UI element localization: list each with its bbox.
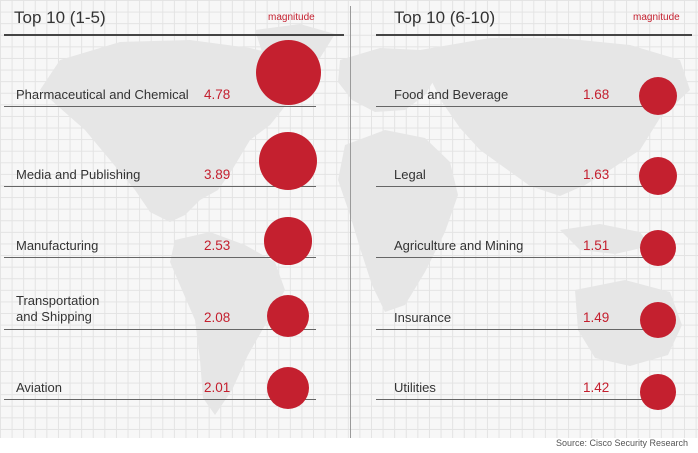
- indonesia-shape: [560, 224, 650, 254]
- africa-shape: [338, 130, 458, 312]
- category-label: Transportation and Shipping: [16, 293, 100, 324]
- row-rule: [4, 399, 316, 400]
- bubble-mark: [266, 366, 310, 410]
- category-label: Food and Beverage: [394, 87, 509, 102]
- value-label: 2.01: [204, 380, 231, 395]
- category-label: Insurance: [394, 310, 452, 325]
- asia-shape: [420, 38, 690, 196]
- row-rule: [376, 329, 672, 330]
- top-rule-left: [4, 34, 344, 36]
- bubble-mark: [640, 374, 676, 410]
- value-label: 4.78: [204, 87, 231, 102]
- source-note: Source: Cisco Security Research: [555, 438, 688, 448]
- value-label: 1.68: [583, 87, 610, 102]
- magnitude-label-left: magnitude: [268, 12, 315, 23]
- bubble-mark: [639, 229, 677, 267]
- australia-shape: [575, 280, 682, 366]
- bubble-mark: [266, 294, 310, 338]
- row-rule: [376, 186, 672, 187]
- category-label: Pharmaceutical and Chemical: [16, 87, 189, 102]
- category-label: Aviation: [16, 380, 63, 395]
- value-label: 2.53: [204, 238, 231, 253]
- bubble-mark: [639, 157, 677, 195]
- row-rule: [4, 257, 316, 258]
- row-rule: [376, 399, 672, 400]
- category-label: Legal: [394, 167, 426, 182]
- bubble-mark: [639, 301, 677, 339]
- value-label: 1.51: [583, 238, 610, 253]
- south-america-shape: [170, 232, 285, 415]
- category-label: Agriculture and Mining: [394, 238, 524, 253]
- value-label: 1.63: [583, 167, 610, 182]
- bubble-mark: [638, 76, 678, 116]
- value-label: 1.42: [583, 380, 610, 395]
- value-label: 3.89: [204, 167, 231, 182]
- top-rule-right: [376, 34, 692, 36]
- bubble-mark: [258, 131, 318, 191]
- row-rule: [376, 106, 672, 107]
- value-label: 1.49: [583, 310, 610, 325]
- world-map-background: [40, 24, 690, 415]
- row-rule: [376, 257, 672, 258]
- europe-shape: [338, 48, 440, 112]
- category-label: Media and Publishing: [16, 167, 141, 182]
- panel-title-left: Top 10 (1-5): [14, 8, 106, 27]
- panel-divider: [350, 6, 351, 438]
- row-rule: [4, 106, 316, 107]
- north-america-shape: [40, 40, 315, 222]
- row-rule: [4, 186, 316, 187]
- value-label: 2.08: [204, 310, 231, 325]
- category-label: Manufacturing: [16, 238, 99, 253]
- row-rule: [4, 329, 316, 330]
- magnitude-label-right: magnitude: [633, 12, 680, 23]
- bubble-mark: [255, 39, 321, 105]
- panel-title-right: Top 10 (6-10): [394, 8, 496, 27]
- category-label: Utilities: [394, 380, 436, 395]
- bubble-mark: [264, 217, 312, 265]
